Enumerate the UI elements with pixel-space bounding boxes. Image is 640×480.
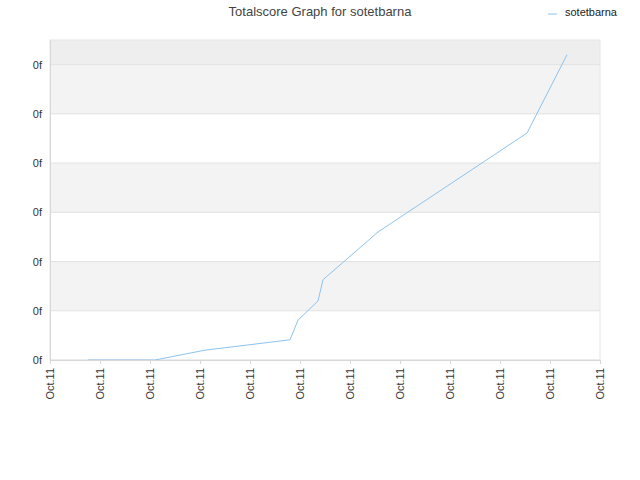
x-tick-mark	[600, 360, 601, 364]
y-tick: 0f	[33, 206, 50, 218]
x-tick-label: Oct.11	[394, 368, 406, 400]
x-tick: Oct.11	[194, 360, 206, 400]
grid-line	[50, 163, 600, 164]
x-tick: Oct.11	[144, 360, 156, 400]
series-line	[88, 55, 567, 360]
y-tick: 0f	[33, 157, 50, 169]
y-tick: 0f	[33, 108, 50, 120]
x-tick-mark	[550, 360, 551, 364]
title: Totalscore Graph for sotetbarna	[229, 4, 413, 19]
legend-key	[548, 14, 557, 15]
band	[50, 262, 600, 311]
x-tick: Oct.11	[494, 360, 506, 400]
y-tick: 0f	[33, 354, 50, 366]
bands	[50, 40, 600, 360]
y-axis-line	[50, 41, 51, 361]
x-tick-label: Oct.11	[494, 368, 506, 400]
y-tick-label: 0f	[33, 108, 43, 120]
x-tick-mark	[350, 360, 351, 364]
x-tick-label: Oct.11	[294, 368, 306, 400]
grid-line	[50, 261, 600, 262]
x-tick: Oct.11	[394, 360, 406, 400]
x-tick: Oct.11	[94, 360, 106, 400]
series-group	[88, 55, 567, 360]
band	[50, 212, 600, 261]
plot-frame	[50, 40, 600, 360]
x-tick-mark	[100, 360, 101, 364]
x-tick-mark	[250, 360, 251, 364]
grid	[50, 65, 600, 360]
x-tick: Oct.11	[594, 360, 606, 400]
x-tick: Oct.11	[444, 360, 456, 400]
grid-line	[50, 64, 600, 65]
band	[50, 40, 600, 65]
x-tick-mark	[450, 360, 451, 364]
y-tick: 0f	[33, 305, 50, 317]
x-tick-label: Oct.11	[244, 368, 256, 400]
y-tick-label: 0f	[33, 59, 43, 71]
x-tick: Oct.11	[244, 360, 256, 400]
y-tick: 0f	[33, 256, 50, 268]
x-tick-label: Oct.11	[194, 368, 206, 400]
x-axis: Oct.11 Oct.11 Oct.11 Oct.11 Oct.11 Oct.11 Oct.…	[44, 360, 606, 400]
band	[50, 114, 600, 163]
x-tick-mark	[300, 360, 301, 364]
x-tick-mark	[50, 360, 51, 364]
y-axis: 0f 0f 0f 0f 0f 0f 0f	[33, 41, 51, 367]
x-tick: Oct.11	[344, 360, 356, 400]
grid-line	[50, 212, 600, 213]
x-tick: Oct.11	[44, 360, 56, 400]
band	[50, 163, 600, 212]
grid-line	[50, 310, 600, 311]
y-tick-label: 0f	[33, 256, 43, 268]
x-tick-mark	[500, 360, 501, 364]
x-tick-label: Oct.11	[544, 368, 556, 400]
x-tick-label: Oct.11	[144, 368, 156, 400]
chart: 0f0f0f0f0f0f0fOct.11Oct.11Oct.11Oct.11Oc…	[0, 0, 640, 480]
band	[50, 311, 600, 360]
x-tick-label: Oct.11	[94, 368, 106, 400]
y-tick-label: 0f	[33, 305, 43, 317]
x-tick-label: Oct.11	[344, 368, 356, 400]
x-tick-label: Oct.11	[594, 368, 606, 400]
y-tick-label: 0f	[33, 206, 43, 218]
legend: sotetbarna	[548, 6, 618, 18]
grid-line	[50, 113, 600, 114]
x-tick-mark	[400, 360, 401, 364]
x-tick-mark	[150, 360, 151, 364]
x-tick-mark	[200, 360, 201, 364]
y-tick-label: 0f	[33, 157, 43, 169]
x-tick-label: Oct.11	[44, 368, 56, 400]
y-tick-label: 0f	[33, 354, 43, 366]
x-axis-line	[51, 361, 601, 365]
x-tick: Oct.11	[544, 360, 556, 400]
legend-label: sotetbarna	[565, 6, 618, 18]
band	[50, 65, 600, 114]
x-tick: Oct.11	[294, 360, 306, 400]
y-tick: 0f	[33, 59, 50, 71]
x-tick-label: Oct.11	[444, 368, 456, 400]
